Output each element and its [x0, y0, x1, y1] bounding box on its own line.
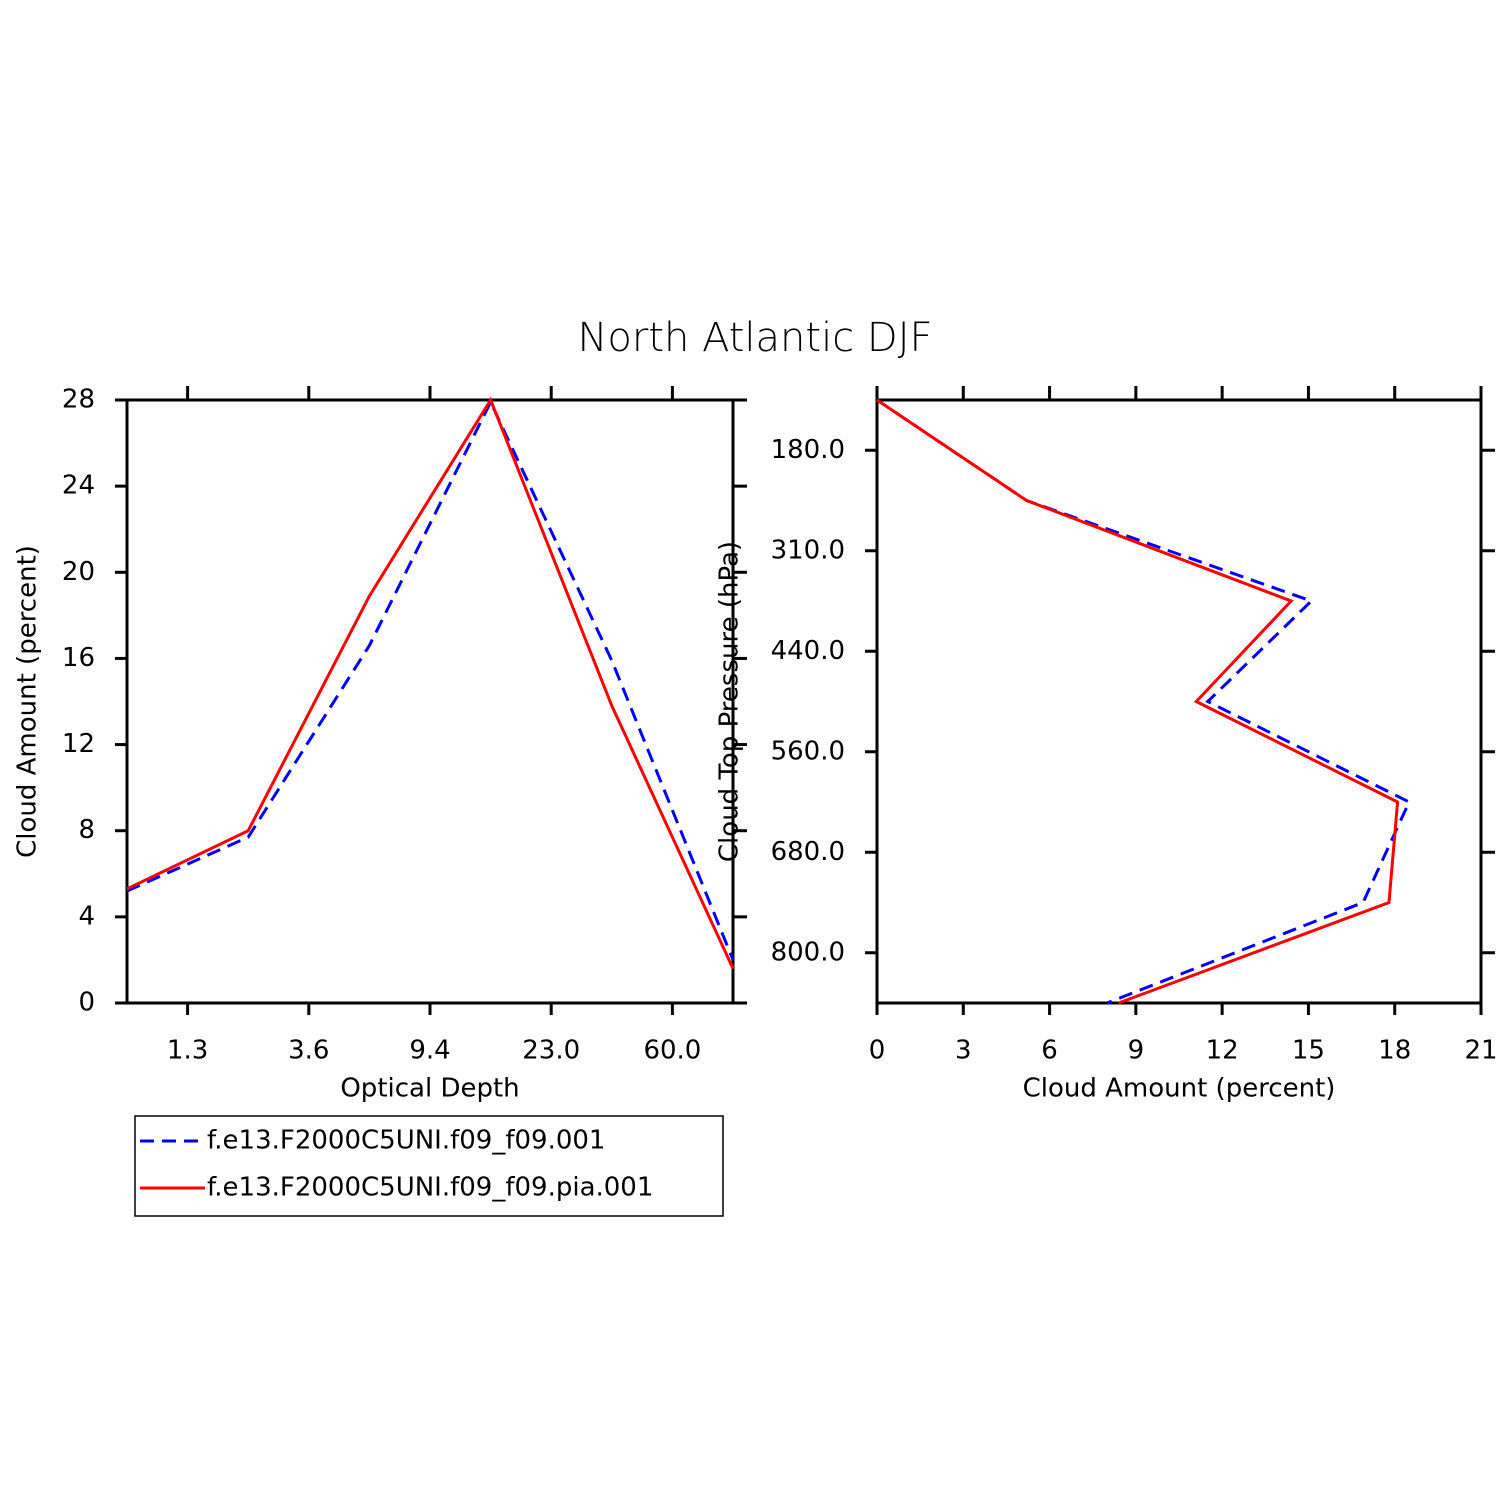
- y-tick-label: 4: [78, 901, 95, 931]
- y-tick-label: 440.0: [771, 636, 845, 666]
- x-axis-label: Optical Depth: [340, 1074, 519, 1104]
- y-tick-label: 24: [62, 471, 95, 501]
- x-tick-label: 1.3: [167, 1036, 208, 1066]
- series-line: [126, 398, 735, 961]
- y-tick-label: 800.0: [771, 937, 845, 967]
- legend-box: [134, 1115, 724, 1217]
- x-tick-label: 9: [1128, 1036, 1145, 1066]
- legend-label: f.e13.F2000C5UNI.f09_f09.001: [207, 1126, 605, 1156]
- x-tick-label: 12: [1206, 1036, 1239, 1066]
- y-axis-label: Cloud Top Pressure (hPa): [715, 541, 745, 862]
- x-tick-label: 15: [1292, 1036, 1325, 1066]
- y-tick-label: 20: [62, 557, 95, 587]
- plot-frame: [125, 398, 735, 1005]
- legend-label: f.e13.F2000C5UNI.f09_f09.pia.001: [207, 1173, 653, 1203]
- plot-frame: [875, 398, 1483, 1005]
- series-line: [876, 398, 1400, 1005]
- series-line: [876, 398, 1412, 1005]
- y-tick-label: 680.0: [771, 837, 845, 867]
- y-axis-label: Cloud Amount (percent): [13, 545, 43, 858]
- x-tick-label: 6: [1041, 1036, 1058, 1066]
- x-tick-label: 23.0: [522, 1036, 580, 1066]
- x-tick-label: 60.0: [643, 1036, 701, 1066]
- y-tick-label: 8: [78, 815, 95, 845]
- series-line: [126, 396, 735, 970]
- x-tick-label: 9.4: [409, 1036, 450, 1066]
- x-tick-label: 18: [1378, 1036, 1411, 1066]
- y-tick-label: 12: [62, 729, 95, 759]
- x-axis-label: Cloud Amount (percent): [1023, 1074, 1336, 1104]
- y-tick-label: 310.0: [771, 535, 845, 565]
- x-tick-label: 3.6: [288, 1036, 329, 1066]
- x-tick-label: 0: [869, 1036, 886, 1066]
- y-tick-label: 560.0: [771, 736, 845, 766]
- y-tick-label: 180.0: [771, 435, 845, 465]
- y-tick-label: 0: [78, 988, 95, 1018]
- y-tick-label: 16: [62, 643, 95, 673]
- x-tick-label: 21: [1464, 1036, 1497, 1066]
- figure-title: North Atlantic DJF: [577, 315, 932, 361]
- y-tick-label: 28: [62, 385, 95, 415]
- x-tick-label: 3: [955, 1036, 972, 1066]
